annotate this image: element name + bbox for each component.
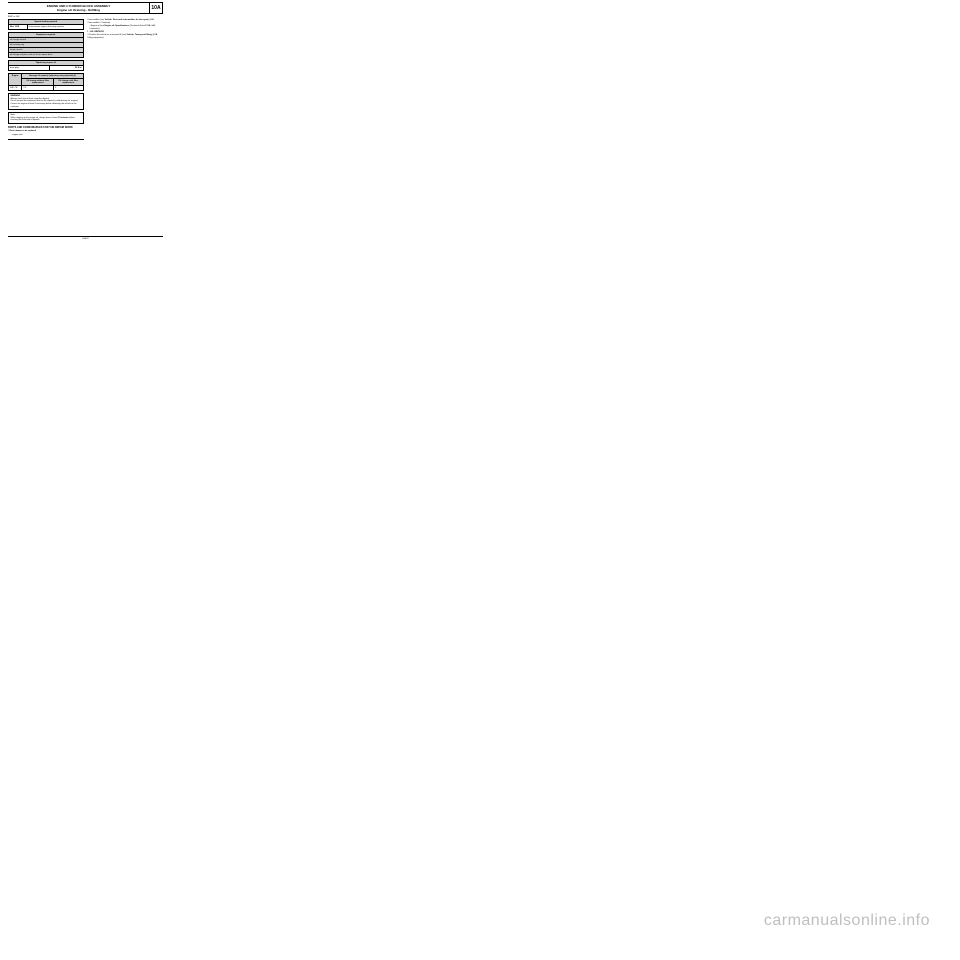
service-step: □ Position the vehicle on a two-post lif… [88,34,164,39]
header-topic-title: Engine oil: Draining - Refilling [57,8,100,12]
table-row: oil change end piece with an 8 mm square… [9,52,84,57]
equipment-table: Equipment required oil change wrench oil… [8,32,84,58]
note-box: Note: When topping up the engine oil, al… [8,112,84,124]
parts-item: - copper seal [11,134,84,137]
table-row: D4F 732 2.9 3 [9,86,84,91]
special-tooling-table: Special tooling required Mot. 1018 8 mm … [8,19,84,30]
warning-box: WARNING Always check the oil level using… [8,93,84,110]
capacity-v2: 3 [54,86,83,91]
parts-sub: □ Parts always to be replaced [8,130,84,133]
capacity-table: Engine Average oil capacity (adjusting u… [8,73,84,91]
tool-desc: 8 mm square engine drain plug spanner. [27,24,83,29]
document-page: ENGINE AND CYLINDER BLOCK ASSEMBLY Engin… [8,2,163,240]
page-header: ENGINE AND CYLINDER BLOCK ASSEMBLY Engin… [8,2,163,14]
column-divider [8,139,84,140]
torque-icon: ⚙ [54,62,56,64]
parts-section-title: PARTS AND CONSUMABLES FOR THE REPAIR WOR… [8,126,84,129]
engine-subheader: B90P or D4F [8,16,163,18]
watermark: carmanualsonline.info [764,912,930,930]
left-column: Special tooling required Mot. 1018 8 mm … [8,19,84,140]
capacity-sub1: Oil change without filter replacement [22,78,54,85]
section-code-box: 10A [149,2,163,14]
right-column: Consumables (see Vehicle: Parts and cons… [88,19,164,140]
two-column-layout: Special tooling required Mot. 1018 8 mm … [8,19,163,140]
capacity-v1: 2.9 [22,86,54,91]
torque-name: drain plug [9,65,50,70]
page-footer: 10A-22 [8,236,163,240]
torque-value: 20 N.m [50,65,83,70]
torques-table: Tightening torques ⚙ drain plug 20 N.m [8,60,84,71]
equip-item: oil change end piece with an 8 mm square… [9,52,84,57]
note-text: When topping up the engine oil, always l… [11,117,82,122]
engine-code: D4F 732 [9,86,22,91]
table-row: drain plug 20 N.m [9,65,84,70]
capacity-sub2: Oil change with filter replacement [54,78,83,85]
consumables-para: Consumables (see Vehicle: Parts and cons… [88,19,164,24]
tool-code: Mot. 1018 [9,24,28,29]
header-title-block: ENGINE AND CYLINDER BLOCK ASSEMBLY Engin… [8,3,149,13]
table-row: Mot. 1018 8 mm square engine drain plug … [9,24,84,29]
engine-col-header: Engine [9,73,22,85]
warning-line: Correct the engine oil level if necessar… [11,103,82,108]
consumables-item: - Engine oil (see Engine oil: Specificat… [90,25,164,30]
